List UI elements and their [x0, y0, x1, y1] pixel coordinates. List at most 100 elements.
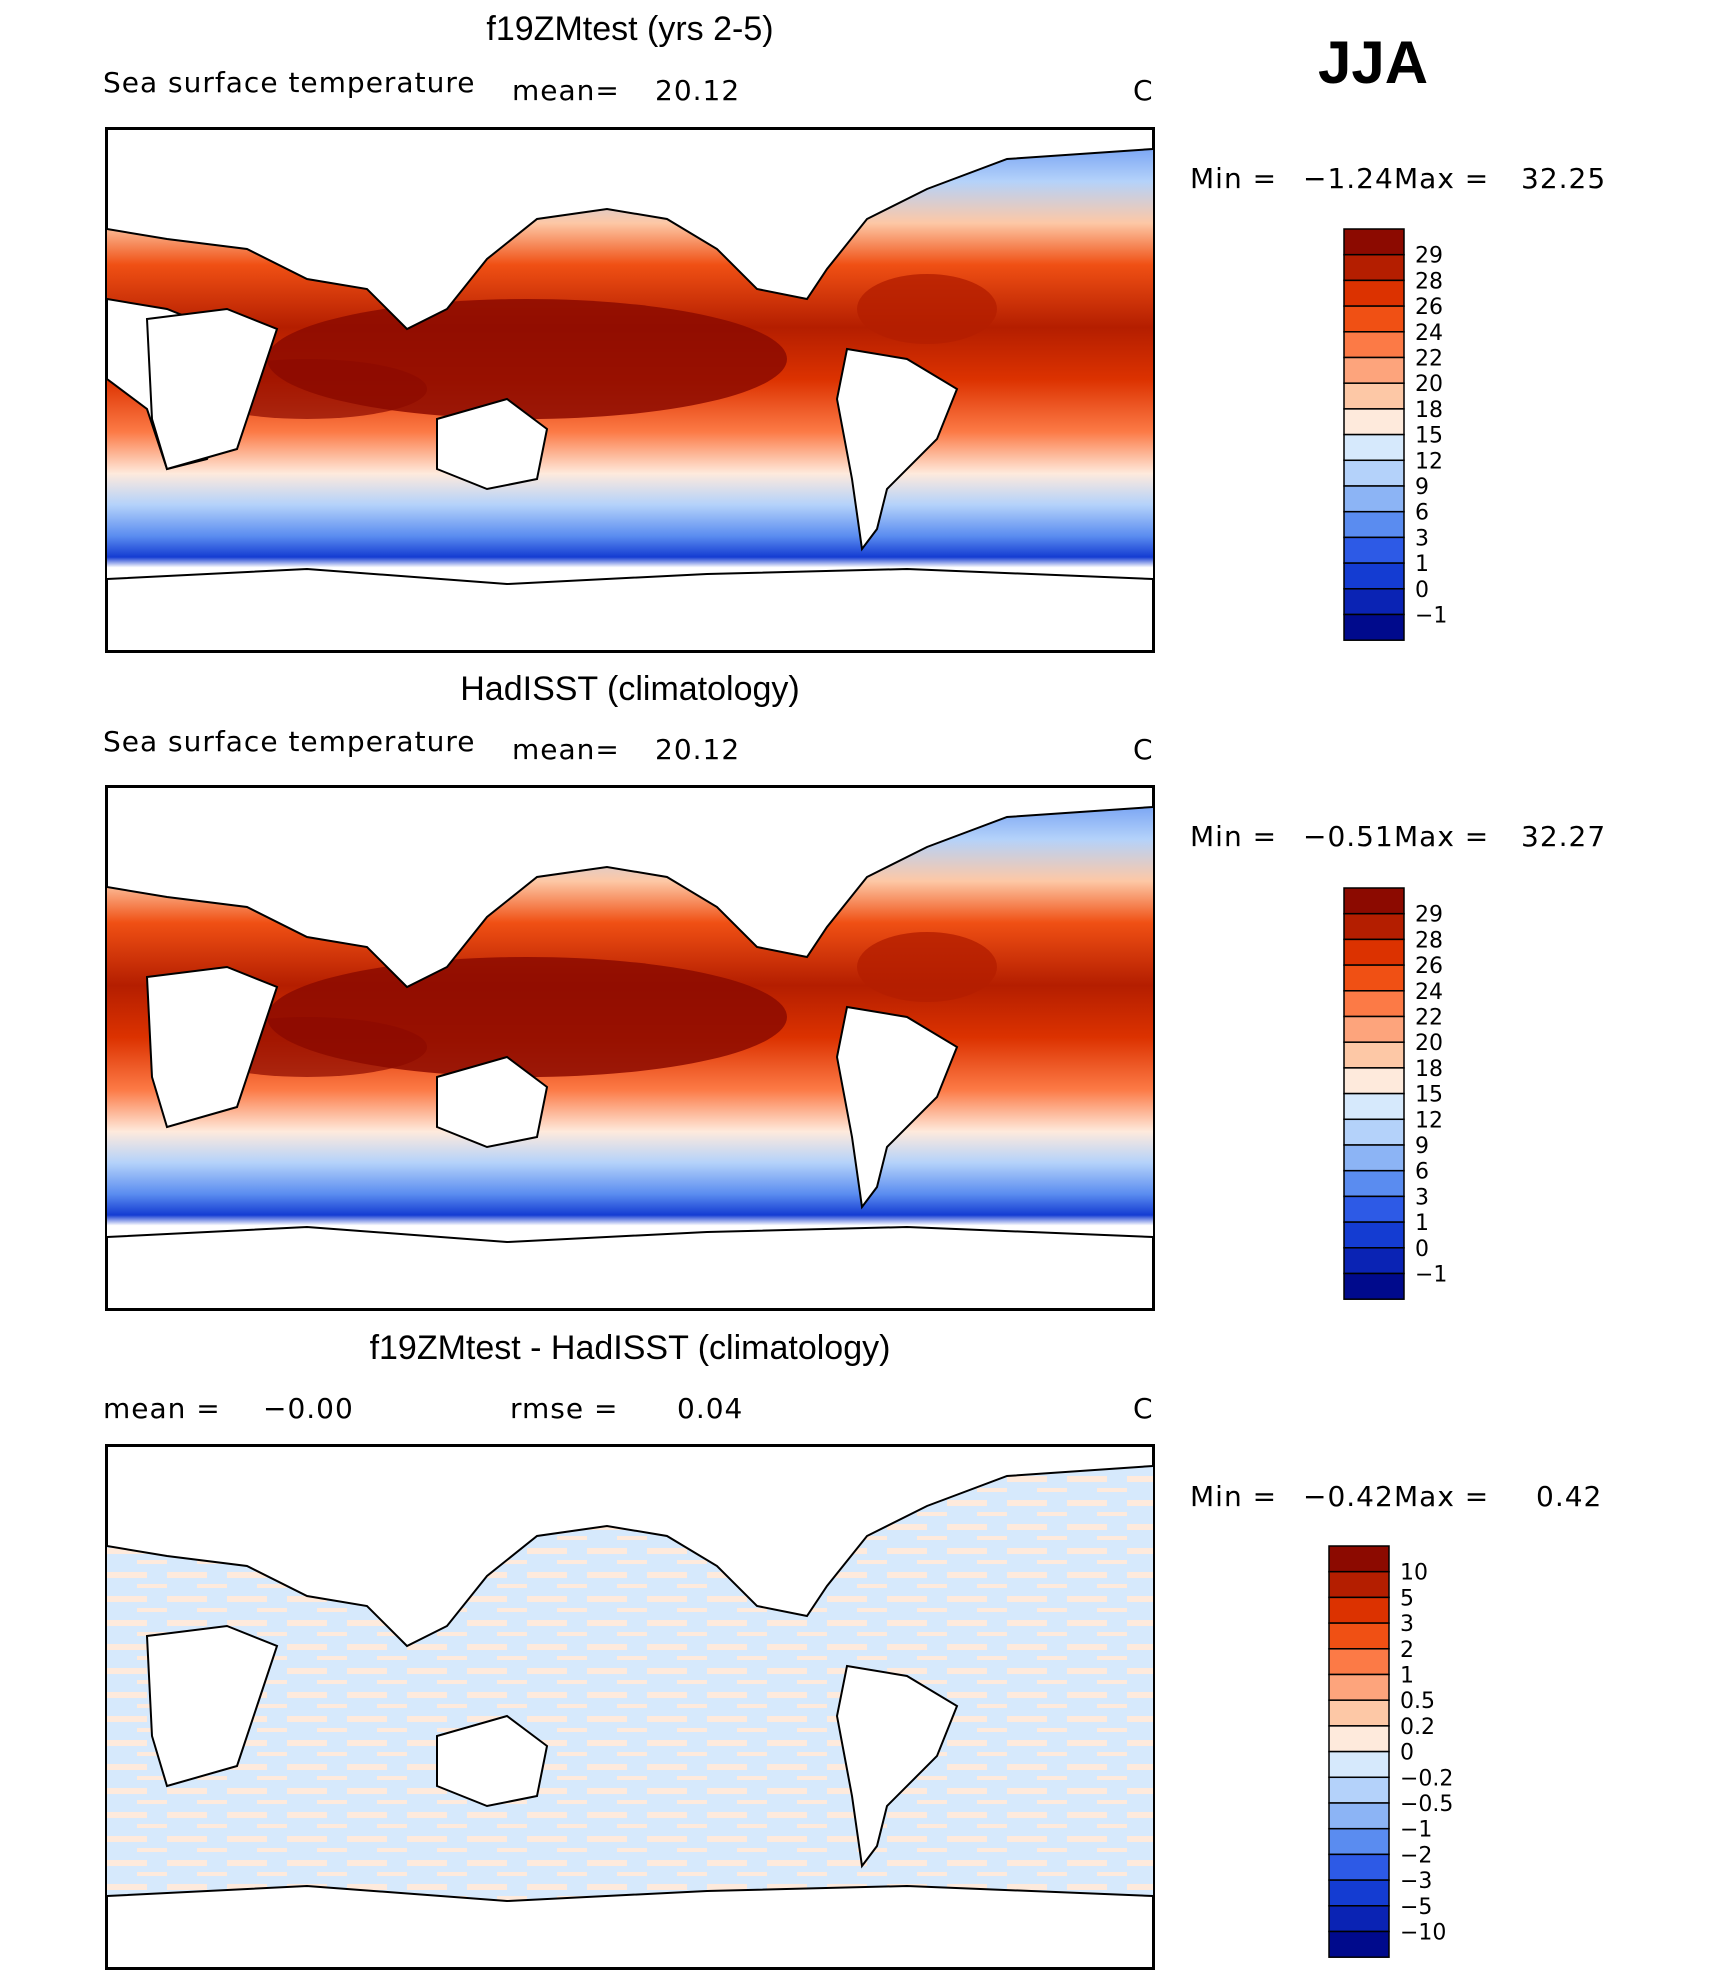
colorbar-tick-label: 24 [1415, 980, 1443, 1005]
colorbar-swatch [1343, 1144, 1405, 1172]
panel2-field-label: Sea surface temperature [103, 725, 476, 758]
panel3-rmse-value: 0.04 [677, 1392, 744, 1425]
colorbar-tick-label: 0.5 [1400, 1689, 1435, 1714]
colorbar-tick-label: 28 [1415, 928, 1443, 953]
panel3-mean-label: mean = [103, 1392, 221, 1425]
colorbar-tick-label: 26 [1415, 295, 1443, 320]
panel3-units: C [1133, 1392, 1154, 1425]
colorbar-tick-label: 18 [1415, 1057, 1443, 1082]
colorbar-tick-label: −0.5 [1400, 1792, 1453, 1817]
colorbar-tick-label: 0 [1400, 1741, 1414, 1766]
colorbar-tick-label: 5 [1400, 1586, 1414, 1611]
colorbar-swatch [1328, 1570, 1390, 1599]
colorbar-swatch [1343, 588, 1405, 616]
panel1-colorbar: 29 28 26 24 22 20 18 15 12 9 6 3 1 0 −1 [1343, 228, 1493, 643]
colorbar-swatch [1343, 331, 1405, 359]
colorbar-tick-label: 3 [1415, 1185, 1429, 1210]
colorbar-tick-label: −1 [1415, 604, 1447, 629]
panel3-min-label: Min = [1190, 1480, 1278, 1513]
panel3-rmse-label: rmse = [510, 1392, 619, 1425]
colorbar-swatch [1328, 1776, 1390, 1804]
colorbar-tick-label: 6 [1415, 1160, 1429, 1185]
colorbar-swatch [1328, 1725, 1390, 1753]
colorbar-tick-label: 10 [1400, 1561, 1428, 1586]
panel1-field-label: Sea surface temperature [103, 66, 476, 99]
colorbar-swatch [1343, 459, 1405, 487]
colorbar-tick-label: 15 [1415, 424, 1443, 449]
colorbar-tick-label: −1 [1415, 1263, 1447, 1288]
colorbar-tick-label: 2 [1400, 1638, 1414, 1663]
colorbar-swatch [1328, 1545, 1390, 1573]
panel3-map-svg [107, 1446, 1153, 1968]
panel3-title: f19ZMtest - HadISST (climatology) [369, 1329, 891, 1367]
colorbar-swatch [1343, 356, 1405, 384]
panel1-min-value: −1.24 [1303, 162, 1394, 195]
panel1-mean-value: 20.12 [655, 74, 741, 107]
colorbar-swatch [1343, 1221, 1405, 1249]
colorbar-swatch [1343, 562, 1405, 590]
colorbar-swatch [1343, 1015, 1405, 1043]
colorbar-swatch [1343, 1092, 1405, 1121]
panel2-mean-label: mean= [512, 733, 620, 766]
colorbar-swatch [1343, 990, 1405, 1018]
panel1-max-value: 32.25 [1521, 162, 1607, 195]
colorbar-tick-label: 3 [1400, 1612, 1414, 1637]
colorbar-tick-label: −3 [1400, 1869, 1432, 1894]
colorbar-tick-label: 1 [1400, 1664, 1414, 1689]
panel3-max-label: Max = [1394, 1480, 1490, 1513]
colorbar-tick-label: 20 [1415, 372, 1443, 397]
colorbar-tick-label: 24 [1415, 321, 1443, 346]
panel1-map [105, 127, 1155, 653]
colorbar-tick-label: −2 [1400, 1843, 1432, 1868]
colorbar-swatch [1343, 938, 1405, 966]
colorbar-swatch [1343, 964, 1405, 992]
colorbar-tick-label: 0 [1415, 1237, 1429, 1262]
colorbar-tick-label: −5 [1400, 1895, 1432, 1920]
colorbar-swatch [1328, 1930, 1390, 1958]
panel1-units: C [1133, 74, 1154, 107]
colorbar-swatch [1343, 228, 1405, 256]
panel1-max-label: Max = [1394, 162, 1490, 195]
colorbar-swatch [1343, 382, 1405, 410]
colorbar-swatch [1343, 1118, 1405, 1146]
panel2-max-label: Max = [1394, 820, 1490, 853]
panel3-mean-value: −0.00 [263, 1392, 354, 1425]
colorbar-tick-label: 12 [1415, 449, 1443, 474]
colorbar-tick-label: 22 [1415, 1006, 1443, 1031]
colorbar-swatch [1328, 1622, 1390, 1650]
panel2-colorbar: 29 28 26 24 22 20 18 15 12 9 6 3 1 0 −1 [1343, 887, 1493, 1302]
colorbar-tick-label: −10 [1400, 1921, 1446, 1946]
panel2-min-label: Min = [1190, 820, 1278, 853]
colorbar-swatch [1328, 1827, 1390, 1856]
colorbar-swatch [1343, 1041, 1405, 1069]
colorbar-swatch [1343, 253, 1405, 282]
colorbar-swatch [1328, 1802, 1390, 1830]
panel1-mean-label: mean= [512, 74, 620, 107]
colorbar-tick-label: 20 [1415, 1031, 1443, 1056]
colorbar-swatch [1343, 912, 1405, 941]
panel2-map [105, 785, 1155, 1311]
colorbar-tick-label: 15 [1415, 1083, 1443, 1108]
panel2-mean-value: 20.12 [655, 733, 741, 766]
colorbar-swatch [1343, 279, 1405, 307]
colorbar-swatch [1328, 1596, 1390, 1624]
colorbar-tick-label: 12 [1415, 1108, 1443, 1133]
colorbar-tick-label: 6 [1415, 501, 1429, 526]
colorbar-tick-label: 29 [1415, 903, 1443, 928]
panel3-min-value: −0.42 [1303, 1480, 1394, 1513]
colorbar-swatch [1343, 485, 1405, 513]
colorbar-swatch [1343, 1195, 1405, 1223]
colorbar-tick-label: 9 [1415, 1134, 1429, 1159]
colorbar-swatch [1343, 510, 1405, 539]
panel2-max-value: 32.27 [1521, 820, 1607, 853]
colorbar-swatch [1343, 1169, 1405, 1198]
colorbar-tick-label: 3 [1415, 526, 1429, 551]
colorbar-swatch [1343, 1272, 1405, 1300]
colorbar-swatch [1343, 536, 1405, 564]
panel3-max-value: 0.42 [1536, 1480, 1603, 1513]
season-label: JJA [1318, 29, 1429, 96]
panel2-min-value: −0.51 [1303, 820, 1394, 853]
